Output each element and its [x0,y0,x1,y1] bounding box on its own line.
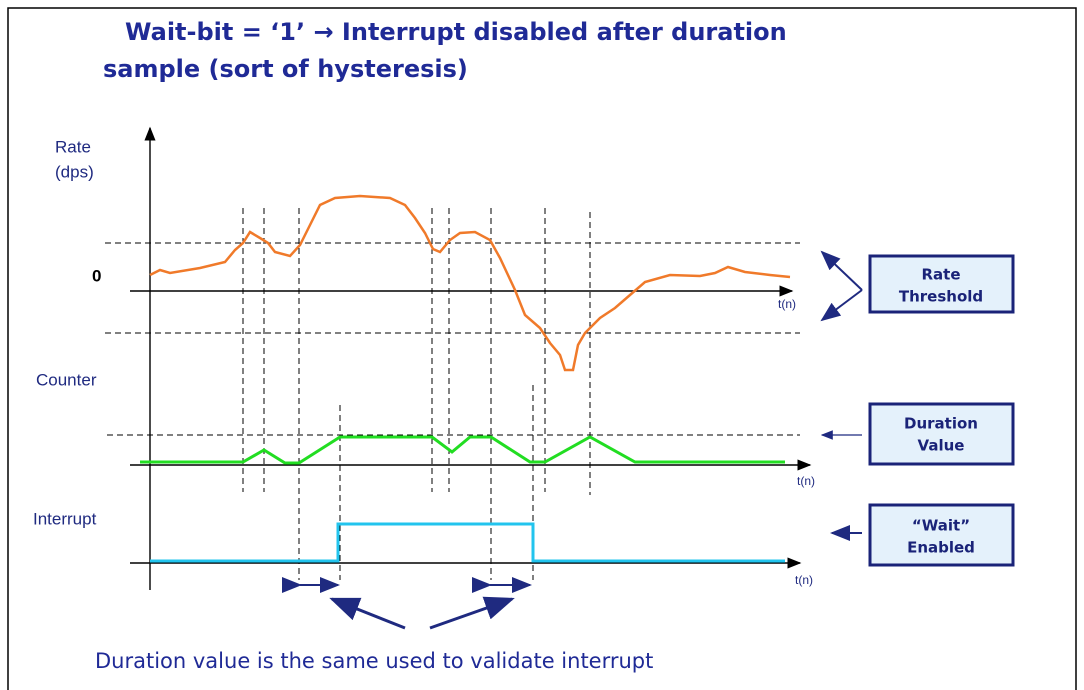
box-text: Threshold [899,288,983,306]
box [868,254,1015,314]
box-text: Rate [921,266,960,284]
footer: Duration value is the same used to valid… [95,649,653,673]
interrupt-curve [150,522,785,563]
box-text: “Wait” [912,517,970,535]
box [868,503,1015,567]
axis-label: (dps) [55,162,94,181]
title-line: Wait-bit = ‘1’ → Interrupt disabled afte… [125,18,787,46]
zero-label: 0 [92,266,101,285]
box-text: Enabled [907,539,975,557]
time-label: t(n) [778,297,796,311]
box-arrows [820,250,863,541]
time-label: t(n) [797,474,815,488]
axis-label: Rate [55,137,91,156]
counter-curve [140,435,785,465]
axis-label: Interrupt [33,509,97,528]
rate-curve [149,194,791,372]
frame [7,7,1077,690]
duration-arrows [282,577,532,630]
box [868,402,1015,466]
time-label: t(n) [795,573,813,587]
box-text: Duration [904,415,978,433]
box-text: Value [918,437,965,455]
axis-label: Counter [36,370,97,389]
title-line: sample (sort of hysteresis) [103,55,468,83]
